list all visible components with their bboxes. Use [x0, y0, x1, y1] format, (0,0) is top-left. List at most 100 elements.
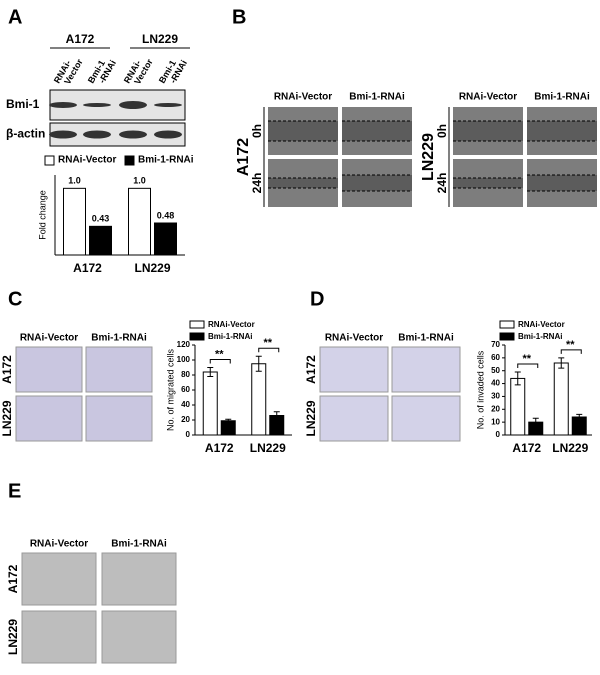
x-tick-label: LN229: [250, 441, 286, 455]
micrograph: [15, 346, 83, 393]
y-tick-label: 20: [181, 415, 190, 424]
bar: [553, 362, 569, 436]
label: A172: [66, 32, 95, 46]
bracket: [258, 347, 280, 353]
bracket: [209, 359, 231, 364]
band: [83, 130, 111, 139]
y-tick-label: 100: [177, 355, 191, 364]
row-label: 24h: [435, 173, 449, 194]
error-bar: [532, 417, 539, 427]
significance: **: [215, 348, 224, 360]
micrograph: [21, 610, 97, 664]
micrograph: [319, 395, 389, 442]
bar: [63, 187, 86, 256]
error-bar: [576, 413, 583, 421]
bar: [202, 371, 218, 436]
row-label: LN229: [6, 619, 20, 655]
legend-swatch: [124, 155, 135, 166]
row-label: LN229: [304, 400, 318, 436]
column-label: RNAi-Vector: [274, 92, 332, 103]
bracket: [560, 349, 582, 354]
value-label: 0.48: [157, 210, 175, 220]
error-bar: [558, 357, 565, 369]
column-label: RNAi-Vector: [20, 333, 78, 344]
y-tick-label: 50: [491, 366, 500, 375]
legend-swatch: [44, 155, 55, 166]
y-tick-label: 70: [491, 340, 500, 349]
y-axis-label: No. of invaded cells: [475, 350, 485, 429]
significance: **: [566, 339, 575, 351]
micrograph: [85, 395, 153, 442]
micrograph: [85, 346, 153, 393]
legend-label: Bmi-1-RNAi: [138, 155, 194, 166]
wound-gap: [527, 175, 597, 191]
wound-gap: [453, 178, 523, 188]
bracket: [517, 363, 539, 368]
band: [49, 102, 77, 108]
column-label: Bmi-1-RNAi: [111, 539, 167, 550]
y-tick-label: 0: [496, 430, 501, 439]
significance: **: [522, 353, 531, 365]
legend-swatch: [499, 320, 515, 329]
wound-gap: [268, 121, 338, 141]
micrograph: [15, 395, 83, 442]
row-label: A172: [304, 355, 318, 384]
wound-gap: [342, 121, 412, 141]
micrograph: [101, 610, 177, 664]
significance: **: [263, 337, 272, 349]
error-bar: [225, 418, 232, 423]
label: LN229: [142, 32, 178, 46]
error-bar: [207, 367, 214, 377]
y-axis-label: No. of migrated cells: [165, 348, 175, 431]
y-tick-label: 20: [491, 404, 500, 413]
row-label: 24h: [250, 173, 264, 194]
legend-swatch: [189, 320, 205, 329]
band: [49, 130, 77, 139]
panel-label: C: [8, 288, 22, 310]
band: [154, 103, 182, 107]
column-label: Bmi-1-RNAi: [91, 333, 147, 344]
bar: [128, 187, 151, 256]
band: [119, 130, 147, 139]
y-tick-label: 60: [181, 385, 190, 394]
band: [154, 130, 182, 139]
bar: [220, 420, 236, 436]
value-label: 0.43: [92, 214, 110, 224]
value-label: 1.0: [133, 176, 146, 186]
value-label: 1.0: [68, 176, 81, 186]
legend-label: Bmi-1-RNAi: [518, 332, 562, 341]
column-label: Bmi-1-RNAi: [349, 92, 405, 103]
wound-gap: [527, 121, 597, 141]
y-tick-label: 40: [181, 400, 190, 409]
legend-label: RNAi-Vector: [518, 320, 565, 329]
legend-label: RNAi-Vector: [208, 320, 255, 329]
wound-gap: [268, 178, 338, 188]
micrograph: [101, 552, 177, 606]
legend-label: RNAi-Vector: [58, 155, 116, 166]
row-label: LN229: [420, 133, 437, 181]
y-tick-label: 40: [491, 379, 500, 388]
x-tick-label: LN229: [134, 261, 170, 275]
micrograph: [391, 395, 461, 442]
wound-gap: [342, 175, 412, 191]
row-label: β-actin: [6, 127, 45, 141]
y-tick-label: 0: [186, 430, 191, 439]
y-tick-label: 30: [491, 392, 500, 401]
x-tick-label: A172: [73, 261, 102, 275]
y-tick-label: 80: [181, 370, 190, 379]
x-tick-label: LN229: [552, 441, 588, 455]
row-label: 0h: [435, 124, 449, 138]
column-label: Bmi-1-RNAi: [398, 333, 454, 344]
row-label: A172: [0, 355, 14, 384]
bar: [154, 222, 177, 256]
micrograph: [21, 552, 97, 606]
panel-label: E: [8, 480, 21, 502]
column-label: Bmi-1-RNAi: [534, 92, 590, 103]
row-label: A172: [235, 138, 252, 176]
error-bar: [255, 355, 262, 372]
row-label: 0h: [250, 124, 264, 138]
panel-label: A: [8, 6, 22, 28]
wound-gap: [453, 121, 523, 141]
error-bar: [514, 371, 521, 386]
